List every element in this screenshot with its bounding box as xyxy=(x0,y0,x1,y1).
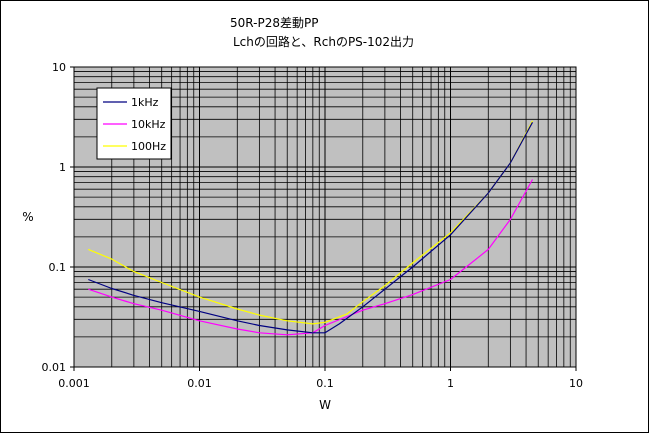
y-tick-label: 0.01 xyxy=(42,361,67,374)
legend-label: 100Hz xyxy=(131,140,166,153)
y-axis-label: % xyxy=(22,210,33,224)
x-tick-label: 0.01 xyxy=(187,377,212,390)
y-tick-label: 1 xyxy=(59,161,66,174)
y-tick-label: 0.1 xyxy=(49,261,67,274)
series-line-10khz xyxy=(88,179,534,336)
chart-title-line-1: 50R-P28差動PP xyxy=(230,16,319,30)
y-tick-label: 10 xyxy=(52,61,66,74)
chart-title-line-2: Lchの回路と、RchのPS-102出力 xyxy=(233,35,415,49)
series-line-100hz xyxy=(88,120,534,325)
x-tick-label: 0.1 xyxy=(316,377,334,390)
legend-label: 10kHz xyxy=(131,118,166,131)
legend-label: 1kHz xyxy=(131,96,159,109)
x-tick-label: 1 xyxy=(447,377,454,390)
x-axis-label: W xyxy=(319,398,331,412)
x-tick-label: 10 xyxy=(569,377,583,390)
series-line-1khz xyxy=(88,122,534,334)
x-tick-label: 0.001 xyxy=(58,377,90,390)
